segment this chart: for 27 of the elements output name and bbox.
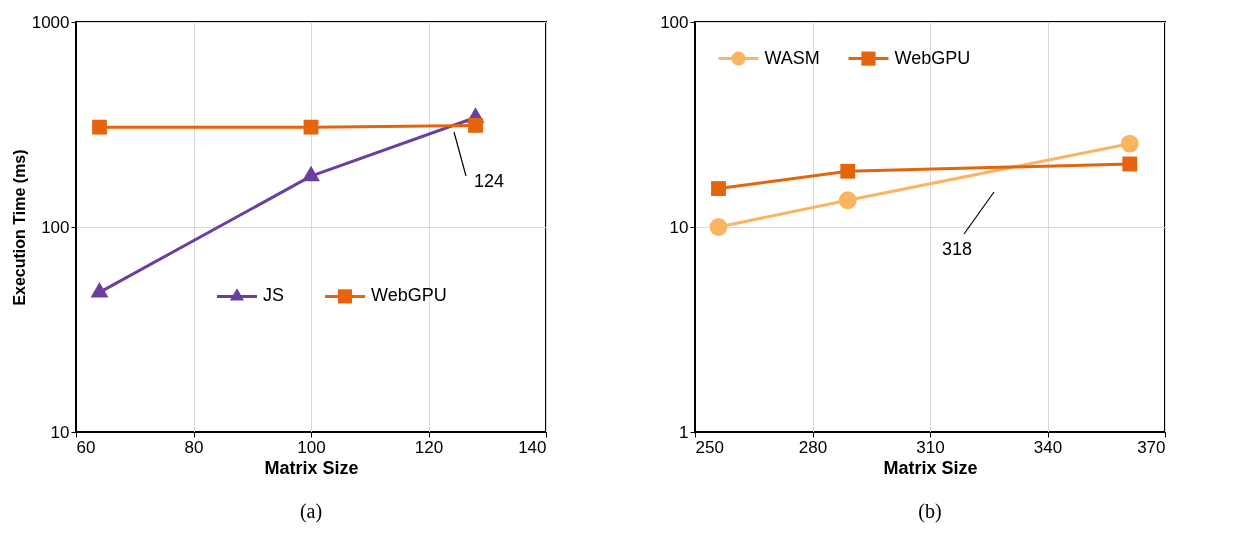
x-axis-title: Matrix Size bbox=[264, 457, 359, 478]
y-tick-label: 100 bbox=[41, 217, 70, 237]
text: (b) bbox=[918, 500, 942, 523]
y-tick-label: 1 bbox=[679, 422, 689, 442]
x-tick-label: 310 bbox=[916, 437, 945, 457]
y-tick-label: 10 bbox=[50, 422, 70, 442]
legend-label: WASM bbox=[764, 47, 820, 68]
y-tick-label: 1000 bbox=[31, 12, 70, 32]
x-tick-label: 120 bbox=[414, 437, 444, 457]
annotation: 124 bbox=[473, 171, 505, 191]
annotation: 318 bbox=[941, 239, 973, 259]
x-tick-label: 340 bbox=[1033, 437, 1063, 457]
x-tick-label: 250 bbox=[695, 437, 724, 457]
y-tick-label: 100 bbox=[660, 12, 689, 32]
x-tick-label: 140 bbox=[518, 437, 547, 457]
x-tick-label: 370 bbox=[1137, 437, 1166, 457]
y-axis-title: Execution Time (ms) bbox=[10, 149, 28, 306]
x-axis-title: Matrix Size bbox=[883, 457, 978, 478]
y-tick-label: 10 bbox=[669, 217, 689, 237]
x-tick-label: 280 bbox=[798, 437, 828, 457]
text: (a) bbox=[299, 500, 323, 523]
x-tick-label: 100 bbox=[297, 437, 326, 457]
legend-label: WebGPU bbox=[371, 285, 447, 306]
x-tick-label: 80 bbox=[184, 437, 204, 457]
legend-label: JS bbox=[263, 285, 285, 306]
x-tick-label: 60 bbox=[76, 437, 96, 457]
legend-label: WebGPU bbox=[894, 47, 971, 68]
